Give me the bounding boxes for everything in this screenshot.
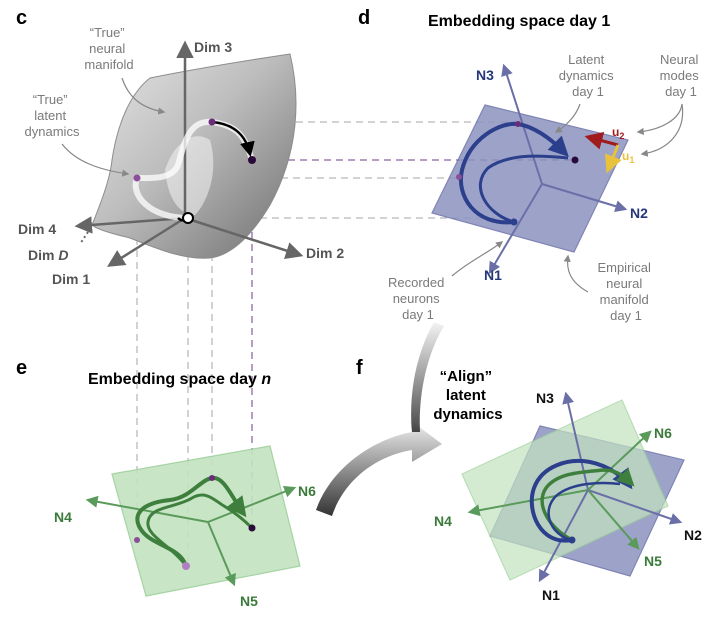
neural-modes-pointer-a	[636, 103, 683, 136]
point-d-1	[515, 121, 521, 127]
point-c	[133, 174, 141, 182]
panel-letter-f: f	[356, 357, 363, 379]
label-f-n4: N4	[434, 513, 452, 529]
latent-dynamics-day1-pointer	[554, 103, 581, 133]
empirical-manifold-day1-label: Empirical neural manifold day 1	[597, 260, 654, 323]
label-f-n1: N1	[542, 587, 560, 603]
empirical-manifold-pointer	[563, 254, 589, 293]
axis-n5	[207, 521, 236, 587]
axis-label-dim4: Dim 4	[18, 221, 56, 237]
latent-dynamics-day-n-path	[135, 475, 247, 567]
axis-f-n3	[562, 391, 589, 491]
panel-c: c Dim 3 Dim 2 Dim 1 Dim 4 Dim D “True” n…	[16, 7, 344, 287]
label-u1: u1	[622, 149, 634, 165]
neural-mode-u1-arrow	[604, 144, 622, 174]
panel-e: e Embedding space day n N6 N4 N5	[16, 357, 316, 609]
latent-dynamics-day-n-path-2	[146, 493, 254, 567]
true-latent-dynamics-arrow	[211, 120, 255, 157]
point-f-1	[568, 536, 576, 544]
label-n1: N1	[484, 267, 502, 283]
label-f-n5: N5	[644, 553, 662, 569]
panel-letter-c: c	[16, 7, 27, 29]
axis-f-n6	[587, 430, 652, 491]
point-d-2	[571, 156, 579, 164]
axis-label-dim3: Dim 3	[194, 39, 232, 55]
true-manifold-pointer	[121, 77, 166, 115]
neural-modes-pointer-b	[640, 103, 684, 157]
label-n4: N4	[54, 509, 72, 525]
point-d	[182, 212, 194, 224]
panel-d-title: Embedding space day 1	[428, 13, 610, 30]
point-d-3	[456, 174, 462, 180]
label-u2: u2	[612, 125, 624, 141]
point-d-4	[510, 218, 518, 226]
label-n6: N6	[298, 483, 316, 499]
aligned-dynamics-green	[540, 467, 635, 542]
axis-label-dim1: Dim 1	[52, 271, 90, 287]
panel-letter-e: e	[16, 357, 27, 379]
panel-letter-d: d	[358, 7, 370, 29]
panel-d: d Embedding space day 1 N3 N2 N1 u2 u1 L…	[358, 7, 703, 323]
aligned-dynamics-blue-2	[547, 481, 621, 542]
axis-dim4	[74, 216, 186, 234]
axis-label-dim2: Dim 2	[306, 245, 344, 261]
align-latent-dynamics-label: “Align” latent dynamics	[433, 368, 502, 423]
label-n5: N5	[240, 593, 258, 609]
point-e-3	[134, 537, 140, 543]
neural-modes-day1-label: Neural modes day 1	[660, 52, 703, 99]
recorded-neurons-pointer	[451, 241, 504, 277]
axis-n4	[85, 495, 209, 523]
manifold-fold-highlight	[165, 136, 214, 215]
neural-mode-u2-arrow	[584, 132, 619, 150]
true-manifold-label: “True” neural manifold	[84, 25, 133, 72]
axis-f-n2	[587, 489, 683, 525]
point-e-1	[209, 475, 215, 481]
panel-f: f “Align” latent dynamics N3 N6 N4 N2 N5…	[356, 357, 702, 603]
align-arrow	[316, 420, 442, 516]
align-arrow-tail	[411, 322, 444, 432]
label-f-n6: N6	[654, 425, 672, 441]
dim-ellipsis	[79, 231, 89, 245]
axis-dim1	[107, 216, 186, 267]
point-b	[248, 156, 256, 164]
point-e-2	[248, 524, 256, 532]
axis-n2	[541, 183, 628, 212]
axis-label-dimD: Dim D	[28, 247, 68, 263]
panel-e-title: Embedding space day n	[88, 371, 271, 388]
point-a	[208, 118, 216, 126]
latent-dynamics-day1-label: Latent dynamics day 1	[559, 52, 618, 99]
axis-f-n5	[587, 489, 640, 550]
label-f-n2: N2	[684, 527, 702, 543]
axis-dim2	[184, 216, 304, 260]
recorded-neurons-day1-label: Recorded neurons day 1	[388, 275, 448, 322]
latent-dynamics-day1-path-2	[478, 154, 569, 224]
label-f-n3: N3	[536, 390, 554, 406]
label-n2: N2	[630, 205, 648, 221]
true-dynamics-pointer	[61, 143, 130, 177]
label-n3: N3	[476, 67, 494, 83]
point-e-4	[182, 562, 190, 570]
axis-f-n4	[467, 489, 589, 517]
axis-n1	[488, 183, 543, 275]
true-dynamics-label: “True” latent dynamics	[25, 92, 80, 139]
latent-dynamics-day1-path	[458, 121, 569, 225]
axis-n6	[207, 485, 297, 523]
